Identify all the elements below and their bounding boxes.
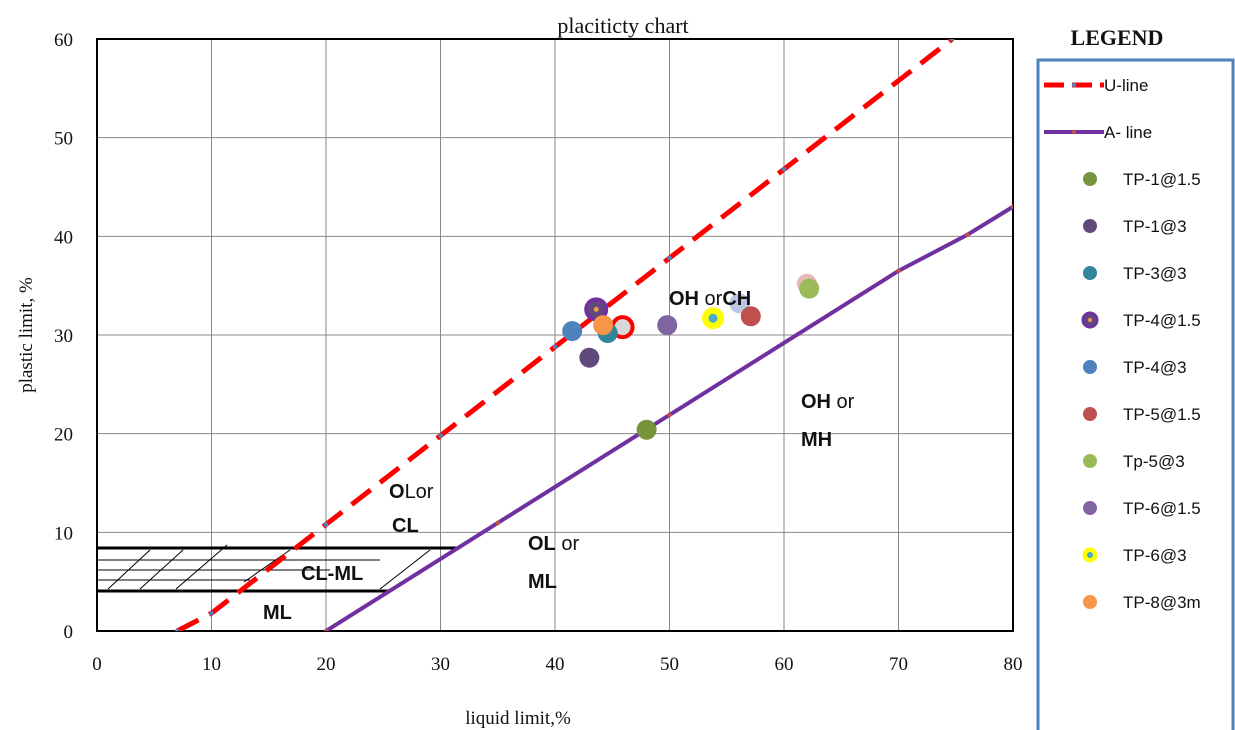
a-line-marker — [964, 232, 970, 238]
legend-title: LEGEND — [1071, 25, 1164, 50]
zone-label-oh-mh: OH or — [801, 391, 855, 413]
data-point — [636, 419, 657, 440]
legend-swatch — [1083, 407, 1097, 421]
y-tick-label: 20 — [54, 425, 73, 446]
a-line-marker — [667, 412, 672, 418]
a-line-marker — [495, 520, 501, 526]
legend: U-line A- line TP-1@1.5 TP-1@3 TP-3@3 TP-4@1.… — [1044, 76, 1201, 612]
data-point — [579, 347, 600, 368]
u-line-marker — [552, 344, 558, 350]
u-line — [176, 39, 954, 631]
legend-label: A- line — [1104, 123, 1152, 142]
legend-label: TP-6@3 — [1123, 546, 1187, 565]
x-tick-label: 30 — [431, 654, 450, 675]
data-point — [729, 293, 750, 314]
hatch-line — [139, 549, 184, 590]
y-tick-label: 60 — [54, 30, 73, 51]
data-point — [799, 278, 820, 299]
zone-label-cl-ml: CL-ML — [301, 563, 363, 585]
legend-swatch-center — [1087, 552, 1093, 558]
data-point — [740, 306, 761, 327]
legend-label: TP-6@1.5 — [1123, 499, 1201, 518]
x-tick-label: 10 — [202, 654, 221, 675]
y-tick-label: 30 — [54, 326, 73, 347]
x-tick-label: 50 — [660, 654, 679, 675]
legend-swatch — [1083, 501, 1097, 515]
reference-lines — [174, 39, 1013, 631]
data-point-center — [708, 313, 718, 323]
a-line — [324, 205, 1013, 631]
legend-label: TP-4@1.5 — [1123, 311, 1201, 330]
u-line-marker — [438, 433, 443, 438]
y-tick-label: 50 — [54, 129, 73, 150]
y-tick-label: 10 — [54, 523, 73, 544]
u-line-marker — [174, 628, 180, 631]
legend-swatch — [1083, 595, 1097, 609]
x-tick-label: 70 — [889, 654, 908, 675]
legend-swatch — [1083, 219, 1097, 233]
zone-label-ml-right: ML — [528, 571, 557, 593]
data-point-center — [593, 306, 599, 312]
legend-swatch — [1083, 454, 1097, 468]
x-axis-label: liquid limit,% — [465, 708, 571, 729]
x-axis-ticks: 0 10 20 30 40 50 60 70 80 — [92, 654, 1022, 675]
legend-border — [1036, 58, 1235, 730]
legend-label: TP-3@3 — [1123, 264, 1187, 283]
legend-label: TP-4@3 — [1123, 358, 1187, 377]
y-tick-label: 40 — [54, 227, 73, 248]
zone-label-cl: CL — [392, 515, 419, 537]
gridlines — [97, 39, 1013, 631]
y-axis-ticks: 0 10 20 30 40 50 60 — [54, 30, 73, 643]
zone-label-ml: ML — [263, 602, 292, 624]
data-point — [562, 321, 583, 342]
a-line-marker — [896, 268, 901, 274]
plot-border — [96, 38, 1014, 632]
legend-swatch — [1083, 266, 1097, 280]
chart-title: placiticty chart — [557, 13, 688, 38]
legend-swatch — [1083, 172, 1097, 186]
data-points — [562, 273, 820, 440]
legend-label: TP-8@3m — [1123, 593, 1201, 612]
zone-label-ol-ml: OL or — [528, 533, 579, 555]
zone-label-mh: MH — [801, 429, 832, 451]
hatch-line — [379, 549, 431, 590]
u-line-marker — [781, 166, 787, 172]
legend-label: TP-5@1.5 — [1123, 405, 1201, 424]
x-tick-label: 60 — [775, 654, 794, 675]
a-line-marker — [1010, 204, 1013, 210]
data-point — [657, 315, 678, 336]
x-tick-label: 40 — [546, 654, 565, 675]
hatch-line — [107, 549, 151, 590]
u-line-marker — [323, 522, 329, 527]
y-tick-label: 0 — [64, 622, 74, 643]
hatch-line — [175, 544, 228, 590]
legend-swatch-marker — [1071, 82, 1077, 88]
legend-label: U-line — [1104, 76, 1148, 95]
data-point — [593, 315, 614, 336]
legend-swatch-center — [1088, 318, 1092, 322]
y-axis-label: plastic limit, % — [16, 277, 37, 393]
legend-label: TP-1@1.5 — [1123, 170, 1201, 189]
x-tick-label: 80 — [1004, 654, 1023, 675]
legend-label: TP-1@3 — [1123, 217, 1187, 236]
a-line-marker — [323, 628, 329, 631]
zone-label-ol-cl: OLor — [389, 481, 434, 503]
u-line-marker — [950, 39, 955, 42]
zone-label-oh-ch: OH orCH — [669, 288, 751, 310]
legend-label: Tp-5@3 — [1123, 452, 1185, 471]
legend-swatch — [1083, 360, 1097, 374]
x-tick-label: 20 — [317, 654, 336, 675]
u-line-marker — [209, 610, 214, 616]
legend-swatch-marker — [1071, 129, 1077, 135]
u-line-marker — [667, 255, 672, 261]
x-tick-label: 0 — [92, 654, 102, 675]
